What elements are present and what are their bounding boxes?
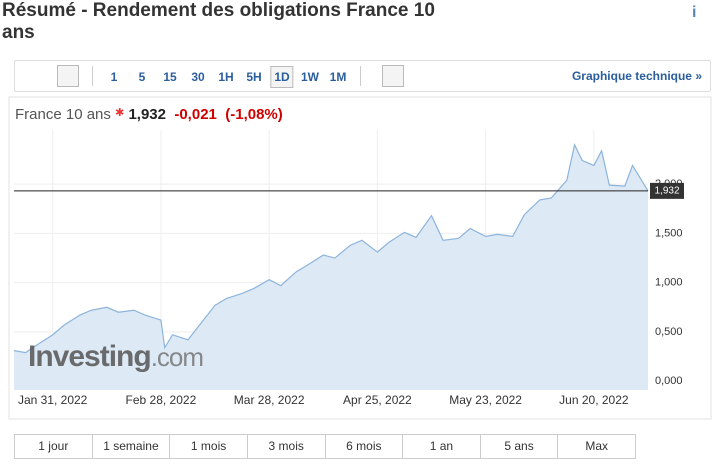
interval[interactable]: 15 (163, 70, 177, 84)
range-button[interactable]: 5 ans (481, 435, 559, 458)
y-tick-label: 1,000 (655, 277, 683, 289)
range-bar: 1 jour 1 semaine 1 mois 3 mois 6 mois 1 an 5 a… (14, 434, 636, 459)
x-tick-label: Feb 28, 2022 (126, 393, 197, 407)
range-button[interactable]: 3 mois (248, 435, 326, 458)
separator (360, 66, 361, 86)
quote: France 10 ans ✱ 1,932 -0,021 (-1,08%) (15, 106, 283, 123)
range-button[interactable]: 1 jour (15, 435, 93, 458)
separator (92, 66, 93, 86)
panel (8, 96, 712, 420)
quote-change-pct: (-1,08%) (225, 106, 283, 123)
last-value-box (650, 182, 684, 199)
interval[interactable]: 1 (110, 70, 118, 84)
interval[interactable]: 5H (246, 70, 262, 84)
interval[interactable]: 1M (329, 70, 347, 84)
info-icon[interactable]: i (692, 4, 697, 21)
watermark: Investing.com (28, 340, 204, 374)
interval[interactable]: 1H (218, 70, 234, 84)
range-button[interactable]: Max (585, 439, 609, 453)
area-icon[interactable] (57, 65, 79, 87)
x-tick-label: Mar 28, 2022 (234, 393, 305, 407)
x-tick-label: May 23, 2022 (449, 393, 522, 407)
interval[interactable]: 5 (138, 70, 146, 84)
range-button[interactable]: 1 an (403, 435, 481, 458)
last-value-label: 1,932 (654, 186, 679, 197)
interval[interactable]: 1D (270, 66, 294, 88)
x-tick-label: Jan 31, 2022 (18, 393, 88, 407)
brand: Investing (28, 340, 152, 373)
quote-last: 1,932 (128, 106, 166, 123)
quote-change: -0,021 (174, 106, 217, 123)
y-tick-label: 1,500 (655, 227, 683, 239)
title: Résumé - Rendement des obligations Franc… (2, 0, 435, 43)
table-icon[interactable] (382, 65, 404, 87)
brand-suffix: .com (150, 342, 204, 372)
y-tick-label: 0,000 (655, 375, 683, 387)
line (13, 142, 649, 354)
x-tick-label: Jun 20, 2022 (559, 393, 629, 407)
quote-name: France 10 ans (15, 106, 111, 123)
x-tick-label: Apr 25, 2022 (343, 393, 412, 407)
range-button[interactable]: 1 mois (170, 435, 248, 458)
technical-link[interactable]: Graphique technique » (571, 69, 702, 83)
star: ✱ (115, 107, 125, 119)
interval[interactable]: 1W (301, 70, 319, 84)
area (14, 144, 648, 390)
y-tick-label: 0,500 (655, 326, 683, 338)
range-button[interactable]: 6 mois (326, 435, 404, 458)
candle-icon[interactable] (25, 65, 47, 87)
range-button[interactable]: 1 semaine (93, 435, 171, 458)
interval[interactable]: 30 (191, 70, 205, 84)
toolbar: Graphique technique » 1 5 15 30 1H 5H 1D 1W 1M (14, 60, 711, 92)
